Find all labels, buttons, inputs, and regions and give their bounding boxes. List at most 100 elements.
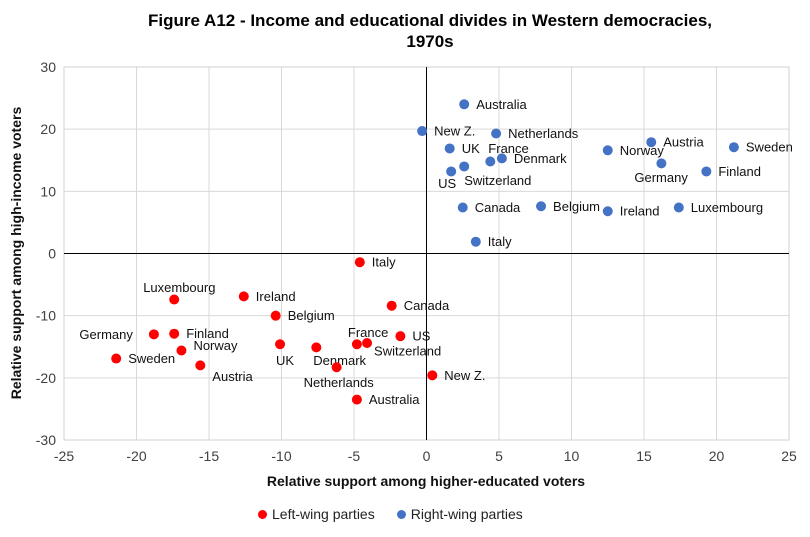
point-australia bbox=[351, 394, 362, 405]
point-denmark bbox=[496, 153, 507, 164]
point-austria bbox=[646, 137, 657, 148]
point-france bbox=[351, 339, 362, 350]
point-switzerland bbox=[362, 338, 373, 349]
point-france bbox=[485, 156, 496, 167]
point-label-uk: UK bbox=[276, 353, 294, 368]
point-uk bbox=[444, 143, 455, 154]
point-label-france: France bbox=[488, 141, 528, 156]
point-sweden bbox=[728, 142, 739, 153]
point-label-ireland: Ireland bbox=[256, 289, 296, 304]
point-label-us: US bbox=[412, 329, 430, 344]
point-new-z bbox=[417, 126, 428, 137]
point-label-belgium: Belgium bbox=[553, 199, 600, 214]
point-denmark bbox=[311, 342, 322, 353]
point-label-germany: Germany bbox=[79, 327, 133, 342]
point-label-norway: Norway bbox=[620, 143, 665, 158]
point-label-uk: UK bbox=[462, 141, 480, 156]
point-luxembourg bbox=[169, 294, 180, 305]
x-axis-label: Relative support among higher-educated v… bbox=[267, 473, 585, 489]
y-axis-label: Relative support among high-income voter… bbox=[8, 107, 24, 400]
legend-marker-right bbox=[396, 509, 406, 519]
y-tick-label: -30 bbox=[36, 432, 56, 448]
point-label-canada: Canada bbox=[475, 200, 521, 215]
point-label-germany: Germany bbox=[634, 170, 688, 185]
point-label-australia: Australia bbox=[476, 97, 527, 112]
point-label-italy: Italy bbox=[488, 234, 512, 249]
x-tick-label: 10 bbox=[564, 448, 580, 464]
y-tick-label: -10 bbox=[36, 308, 56, 324]
point-us bbox=[446, 166, 457, 177]
point-canada bbox=[386, 300, 397, 311]
y-tick-label: 30 bbox=[40, 59, 56, 75]
legend-item-right: Right-wing parties bbox=[396, 506, 523, 522]
point-new-z bbox=[427, 370, 438, 381]
series-left-wing: Italy Luxembourg Ireland Canada Belgium Germa… bbox=[79, 255, 485, 407]
x-tick-label: -25 bbox=[54, 448, 74, 464]
point-label-austria: Austria bbox=[212, 369, 253, 384]
x-tick-label: 15 bbox=[636, 448, 652, 464]
legend-item-left: Left-wing parties bbox=[258, 506, 375, 522]
point-switzerland bbox=[459, 161, 470, 172]
point-norway bbox=[176, 345, 187, 356]
x-tick-label: 20 bbox=[709, 448, 725, 464]
x-tick-label: -15 bbox=[199, 448, 219, 464]
point-label-denmark: Denmark bbox=[313, 353, 366, 368]
chart-title: Figure A12 - Income and educational divi… bbox=[0, 10, 810, 52]
point-label-luxembourg: Luxembourg bbox=[143, 280, 215, 295]
legend-label-left: Left-wing parties bbox=[272, 506, 375, 522]
legend: Left-wing parties Right-wing parties bbox=[258, 506, 523, 522]
point-belgium bbox=[270, 310, 281, 321]
chart-title-line-1: Figure A12 - Income and educational divi… bbox=[148, 11, 712, 30]
point-label-ireland: Ireland bbox=[620, 204, 660, 219]
y-tick-label: 10 bbox=[40, 183, 56, 199]
point-italy bbox=[354, 257, 365, 268]
point-label-finland: Finland bbox=[718, 164, 761, 179]
point-uk bbox=[275, 339, 286, 350]
point-ireland bbox=[238, 291, 249, 302]
point-label-italy: Italy bbox=[372, 255, 396, 270]
point-germany bbox=[656, 158, 667, 169]
y-tick-label: -20 bbox=[36, 370, 56, 386]
point-finland bbox=[701, 166, 712, 177]
legend-label-right: Right-wing parties bbox=[410, 506, 523, 522]
y-tick-label: 0 bbox=[48, 246, 56, 262]
point-label-netherlands: Netherlands bbox=[508, 126, 579, 141]
point-label-new-z: New Z. bbox=[434, 124, 475, 139]
x-tick-label: -20 bbox=[126, 448, 146, 464]
point-label-austria: Austria bbox=[663, 135, 704, 150]
point-finland bbox=[169, 328, 180, 339]
point-label-netherlands: Netherlands bbox=[304, 375, 375, 390]
point-label-belgium: Belgium bbox=[288, 308, 335, 323]
point-australia bbox=[459, 99, 470, 110]
chart-title-line-2: 1970s bbox=[406, 32, 454, 51]
point-sweden bbox=[111, 353, 122, 364]
x-tick-label: 25 bbox=[781, 448, 797, 464]
point-italy bbox=[470, 236, 481, 247]
point-label-australia: Australia bbox=[369, 392, 420, 407]
point-label-denmark: Denmark bbox=[514, 151, 567, 166]
point-germany bbox=[148, 329, 159, 340]
legend-marker-left bbox=[258, 509, 267, 519]
point-label-luxembourg: Luxembourg bbox=[691, 200, 763, 215]
point-netherlands bbox=[491, 128, 502, 139]
point-label-new-z: New Z. bbox=[444, 368, 485, 383]
x-tick-label: 0 bbox=[423, 448, 431, 464]
point-belgium bbox=[536, 201, 547, 212]
point-us bbox=[395, 331, 406, 342]
point-label-norway: Norway bbox=[193, 338, 238, 353]
x-tick-label: 5 bbox=[495, 448, 503, 464]
point-netherlands bbox=[331, 362, 342, 373]
point-norway bbox=[602, 145, 613, 156]
point-label-switzerland: Switzerland bbox=[374, 344, 441, 359]
point-label-sweden: Sweden bbox=[128, 351, 175, 366]
point-ireland bbox=[602, 206, 613, 217]
point-label-france: France bbox=[348, 325, 388, 340]
y-tick-label: 20 bbox=[40, 121, 56, 137]
point-canada bbox=[457, 202, 468, 213]
point-label-switzerland: Switzerland bbox=[464, 173, 531, 188]
point-label-finland: Finland bbox=[186, 326, 229, 341]
x-tick-label: -5 bbox=[348, 448, 361, 464]
